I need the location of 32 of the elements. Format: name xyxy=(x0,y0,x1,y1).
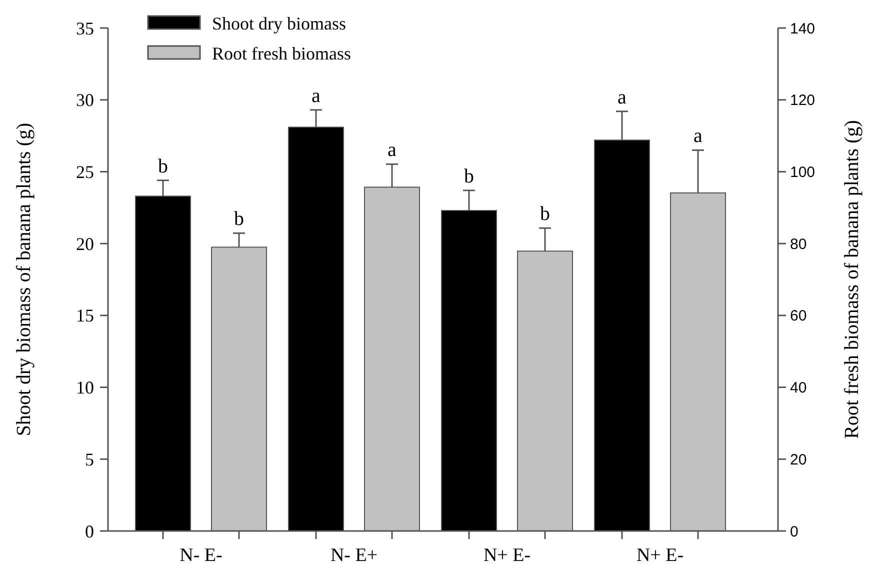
data-label: a xyxy=(618,86,627,108)
y2-tick-label: 60 xyxy=(790,308,807,325)
data-label: b xyxy=(158,155,168,178)
x-tick-label: N+ E- xyxy=(483,545,531,566)
legend-label: Root fresh biomass xyxy=(212,43,351,64)
x-tick-label: N+ E- xyxy=(636,545,684,566)
data-label: b xyxy=(234,208,244,230)
x-tick-label: N- E- xyxy=(180,545,222,566)
y2-tick-label: 20 xyxy=(790,451,807,468)
y-tick-label: 25 xyxy=(76,162,94,182)
y2-tick-label: 140 xyxy=(790,20,816,38)
y2-tick-label: 80 xyxy=(790,236,807,253)
data-label: a xyxy=(694,125,703,148)
y2-tick-label: 40 xyxy=(790,380,807,397)
legend-label: Shoot dry biomass xyxy=(212,13,346,34)
y-tick-label: 10 xyxy=(76,378,94,398)
y-tick-label: 15 xyxy=(76,306,94,326)
y2-tick-label: 0 xyxy=(790,523,798,540)
data-label: b xyxy=(464,165,474,188)
y-tick-label: 30 xyxy=(76,90,94,110)
y-tick-label: 35 xyxy=(76,18,94,38)
y-tick-label: 5 xyxy=(85,449,94,470)
x-tick-label: N- E+ xyxy=(330,545,378,566)
data-label: a xyxy=(388,139,397,162)
y2-tick-label: 120 xyxy=(790,92,816,110)
data-label: b xyxy=(540,203,550,226)
y-tick-label: 20 xyxy=(76,234,94,254)
y2-tick-label: 100 xyxy=(790,164,816,181)
data-label: a xyxy=(312,84,321,107)
y2-axis-title: Root fresh biomass of banana plants (g) xyxy=(841,120,863,439)
y-tick-label: 0 xyxy=(85,521,94,542)
y-axis-title: Shoot dry biomass of banana plants (g) xyxy=(13,122,35,436)
